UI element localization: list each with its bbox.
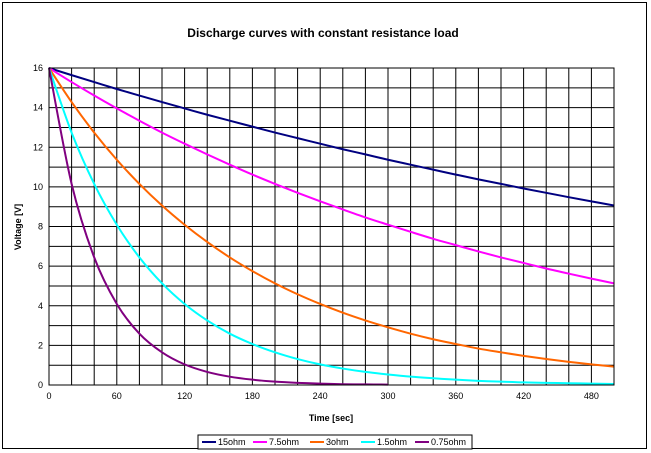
y-tick-label: 6 bbox=[38, 261, 43, 271]
legend-entry-label: 0.75ohm bbox=[431, 437, 466, 447]
x-tick-label: 120 bbox=[177, 391, 192, 401]
y-tick-label: 2 bbox=[38, 340, 43, 350]
legend-entry-label: 1.5ohm bbox=[377, 437, 407, 447]
x-tick-label: 420 bbox=[516, 391, 531, 401]
series-line-0 bbox=[48, 67, 615, 207]
legend-entry-label: 7.5ohm bbox=[269, 437, 299, 447]
x-tick-label: 0 bbox=[46, 391, 51, 401]
y-tick-label: 4 bbox=[38, 301, 43, 311]
y-axis-label: Voltage [V] bbox=[13, 204, 23, 250]
legend-box bbox=[197, 434, 473, 450]
y-tick-labels: 0 2 4 6 8 10 12 14 16 bbox=[33, 63, 43, 390]
legend: 15ohm 7.5ohm 3ohm 1.5ohm 0.75ohm bbox=[197, 434, 473, 450]
y-tick-label: 12 bbox=[33, 142, 43, 152]
chart-frame: Discharge curves with constant resistanc… bbox=[2, 2, 647, 450]
plot-border bbox=[48, 67, 615, 386]
chart-title: Discharge curves with constant resistanc… bbox=[187, 26, 458, 40]
x-tick-label: 240 bbox=[313, 391, 328, 401]
x-tick-label: 180 bbox=[245, 391, 260, 401]
x-tick-label: 480 bbox=[584, 391, 599, 401]
legend-entry-label: 15ohm bbox=[218, 437, 246, 447]
series-line-1 bbox=[48, 67, 615, 285]
y-tick-label: 16 bbox=[33, 63, 43, 73]
x-tick-label: 360 bbox=[448, 391, 463, 401]
x-tick-labels: 0 60 120 180 240 300 360 420 480 bbox=[46, 391, 598, 401]
x-axis-label: Time [sec] bbox=[309, 413, 353, 423]
series-line-2 bbox=[48, 67, 615, 368]
y-tick-label: 8 bbox=[38, 222, 43, 232]
series-line-4 bbox=[48, 67, 389, 386]
x-tick-label: 300 bbox=[380, 391, 395, 401]
y-tick-label: 0 bbox=[38, 380, 43, 390]
discharge-chart: Discharge curves with constant resistanc… bbox=[13, 26, 615, 450]
y-tick-label: 10 bbox=[33, 182, 43, 192]
x-tick-label: 60 bbox=[112, 391, 122, 401]
y-tick-label: 14 bbox=[33, 103, 43, 113]
series-line-3 bbox=[48, 67, 615, 386]
grid-lines bbox=[49, 68, 614, 385]
series-lines bbox=[48, 67, 615, 386]
legend-entry-label: 3ohm bbox=[326, 437, 349, 447]
